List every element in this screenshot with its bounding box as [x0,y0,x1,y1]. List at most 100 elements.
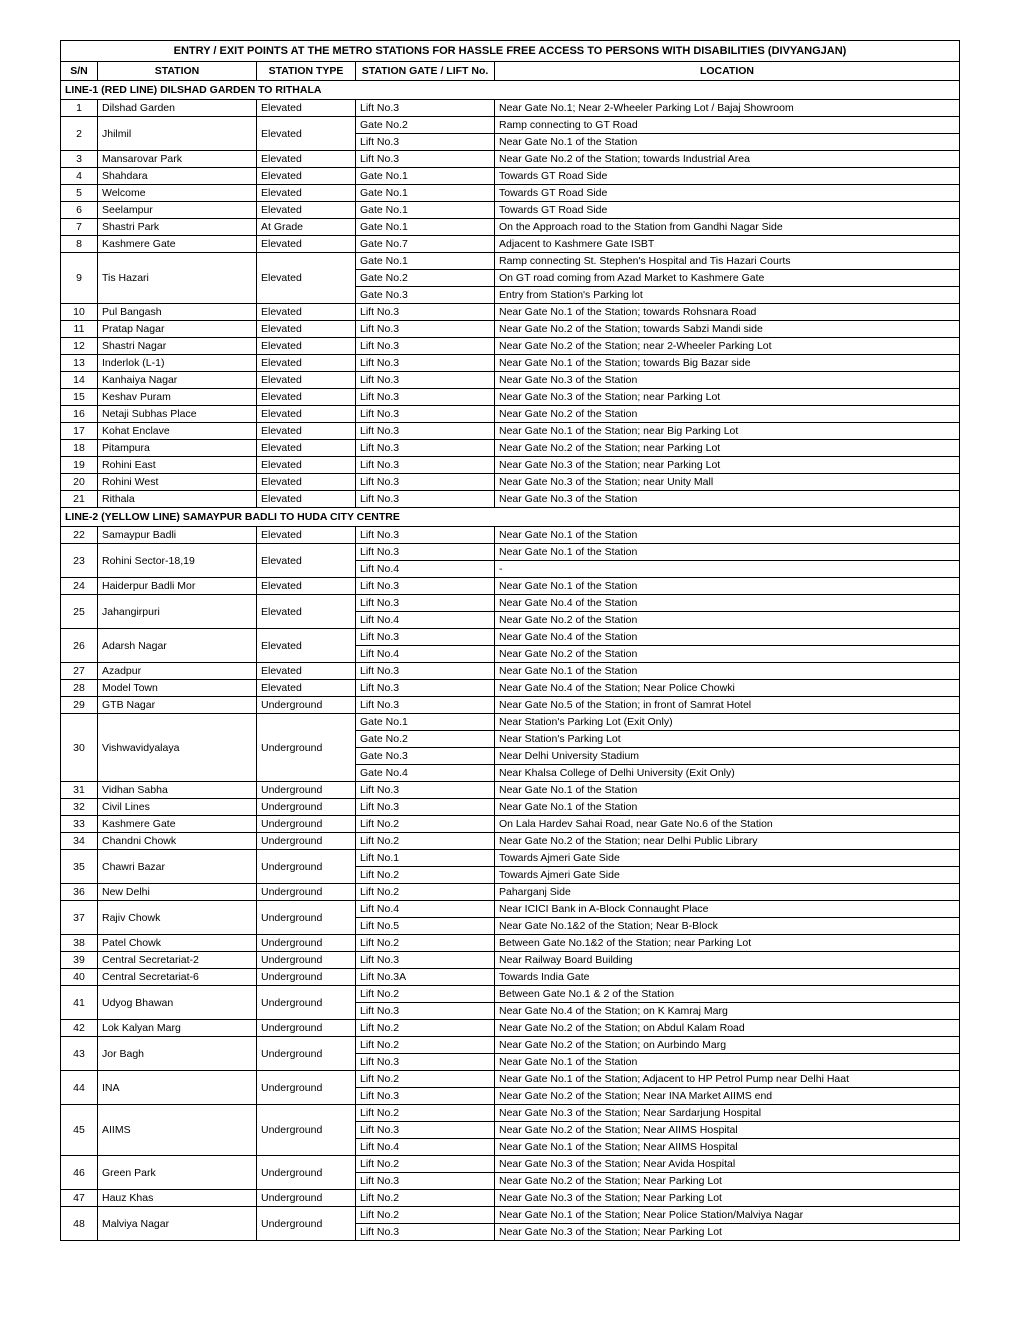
table-row: 17Kohat EnclaveElevatedLift No.3Near Gat… [61,423,960,440]
table-row: 1Dilshad GardenElevatedLift No.3Near Gat… [61,100,960,117]
cell-type: Underground [257,1156,356,1190]
table-row: 25JahangirpuriElevatedLift No.3Near Gate… [61,595,960,612]
cell-location: Towards Ajmeri Gate Side [495,867,960,884]
cell-location: Near Gate No.1 of the Station; Adjacent … [495,1071,960,1088]
cell-gate: Lift No.3 [356,527,495,544]
cell-gate: Gate No.3 [356,287,495,304]
cell-location: Near Gate No.1 of the Station [495,1054,960,1071]
table-row: 26Adarsh NagarElevatedLift No.3Near Gate… [61,629,960,646]
cell-gate: Lift No.4 [356,612,495,629]
cell-location: Paharganj Side [495,884,960,901]
cell-gate: Lift No.2 [356,1037,495,1054]
cell-sn: 14 [61,372,98,389]
cell-location: Near Gate No.2 of the Station [495,612,960,629]
cell-location: Towards GT Road Side [495,185,960,202]
cell-location: On the Approach road to the Station from… [495,219,960,236]
cell-type: Elevated [257,457,356,474]
cell-sn: 10 [61,304,98,321]
cell-location: Near Station's Parking Lot [495,731,960,748]
cell-gate: Lift No.3 [356,1173,495,1190]
cell-gate: Lift No.4 [356,561,495,578]
table-row: 13Inderlok (L-1)ElevatedLift No.3Near Ga… [61,355,960,372]
cell-gate: Lift No.3 [356,578,495,595]
table-row: 6SeelampurElevatedGate No.1Towards GT Ro… [61,202,960,219]
cell-sn: 34 [61,833,98,850]
cell-location: Towards GT Road Side [495,202,960,219]
cell-gate: Lift No.3 [356,304,495,321]
cell-location: Near Gate No.3 of the Station; near Park… [495,457,960,474]
cell-sn: 13 [61,355,98,372]
cell-station: Malviya Nagar [98,1207,257,1241]
table-row: 15Keshav PuramElevatedLift No.3Near Gate… [61,389,960,406]
cell-sn: 23 [61,544,98,578]
metro-stations-table: ENTRY / EXIT POINTS AT THE METRO STATION… [60,40,960,1241]
cell-location: Near Gate No.1&2 of the Station; Near B-… [495,918,960,935]
table-row: 38Patel ChowkUndergroundLift No.2Between… [61,935,960,952]
cell-type: Elevated [257,629,356,663]
cell-station: Rohini Sector-18,19 [98,544,257,578]
cell-location: Near Gate No.3 of the Station [495,491,960,508]
cell-gate: Gate No.1 [356,168,495,185]
cell-station: Samaypur Badli [98,527,257,544]
cell-gate: Gate No.1 [356,202,495,219]
cell-gate: Lift No.3 [356,338,495,355]
cell-sn: 21 [61,491,98,508]
cell-station: Shastri Nagar [98,338,257,355]
cell-location: Near Gate No.1 of the Station [495,134,960,151]
cell-sn: 22 [61,527,98,544]
cell-gate: Lift No.3 [356,1003,495,1020]
cell-sn: 8 [61,236,98,253]
cell-type: Elevated [257,151,356,168]
cell-sn: 18 [61,440,98,457]
cell-station: Mansarovar Park [98,151,257,168]
cell-location: Adjacent to Kashmere Gate ISBT [495,236,960,253]
cell-location: Near Gate No.1 of the Station; towards R… [495,304,960,321]
cell-location: Near Gate No.5 of the Station; in front … [495,697,960,714]
cell-gate: Lift No.3 [356,355,495,372]
cell-sn: 40 [61,969,98,986]
cell-station: Model Town [98,680,257,697]
header-station: STATION [98,62,257,81]
cell-station: Pratap Nagar [98,321,257,338]
cell-location: Near Gate No.2 of the Station; towards I… [495,151,960,168]
cell-type: Underground [257,969,356,986]
cell-station: Central Secretariat-6 [98,969,257,986]
cell-gate: Lift No.3 [356,491,495,508]
cell-gate: Lift No.3 [356,440,495,457]
cell-gate: Gate No.2 [356,117,495,134]
cell-station: Civil Lines [98,799,257,816]
cell-location: Near Gate No.1 of the Station [495,578,960,595]
cell-type: Underground [257,714,356,782]
table-row: 3Mansarovar ParkElevatedLift No.3Near Ga… [61,151,960,168]
cell-station: Adarsh Nagar [98,629,257,663]
cell-type: Elevated [257,680,356,697]
cell-type: Elevated [257,355,356,372]
table-row: 43Jor BaghUndergroundLift No.2Near Gate … [61,1037,960,1054]
cell-sn: 33 [61,816,98,833]
cell-station: Netaji Subhas Place [98,406,257,423]
cell-station: INA [98,1071,257,1105]
table-row: 12Shastri NagarElevatedLift No.3Near Gat… [61,338,960,355]
cell-type: Underground [257,986,356,1020]
cell-sn: 2 [61,117,98,151]
cell-location: Between Gate No.1 & 2 of the Station [495,986,960,1003]
table-row: 35Chawri BazarUndergroundLift No.1Toward… [61,850,960,867]
cell-gate: Lift No.5 [356,918,495,935]
cell-sn: 27 [61,663,98,680]
cell-station: Kanhaiya Nagar [98,372,257,389]
cell-sn: 30 [61,714,98,782]
cell-sn: 16 [61,406,98,423]
cell-sn: 25 [61,595,98,629]
cell-type: Elevated [257,202,356,219]
cell-location: On Lala Hardev Sahai Road, near Gate No.… [495,816,960,833]
cell-type: Elevated [257,491,356,508]
cell-station: Pul Bangash [98,304,257,321]
cell-station: Vishwavidyalaya [98,714,257,782]
cell-location: Near Gate No.2 of the Station; Near Park… [495,1173,960,1190]
cell-gate: Lift No.4 [356,1139,495,1156]
cell-location: Near Gate No.4 of the Station; on K Kamr… [495,1003,960,1020]
cell-sn: 26 [61,629,98,663]
cell-location: Near Gate No.2 of the Station; near 2-Wh… [495,338,960,355]
cell-sn: 31 [61,782,98,799]
cell-type: Underground [257,1071,356,1105]
